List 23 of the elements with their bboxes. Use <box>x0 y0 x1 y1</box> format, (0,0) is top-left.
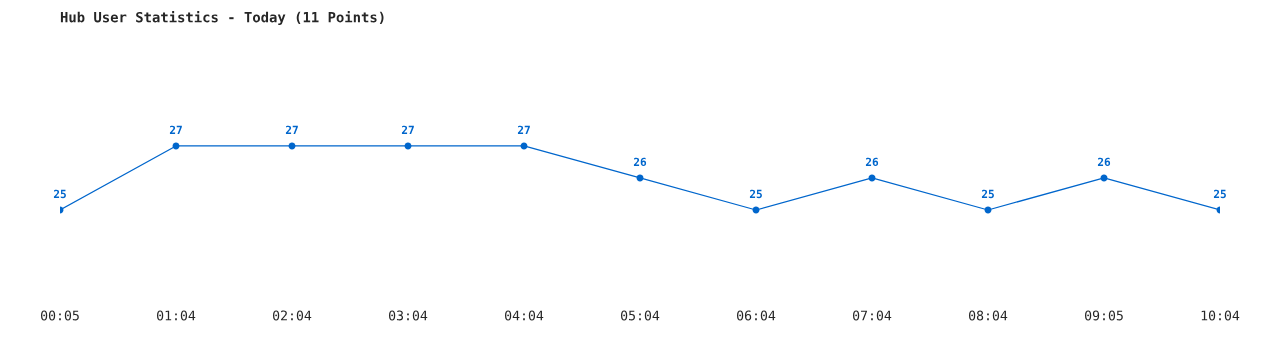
x-tick-label: 10:04 <box>1201 310 1240 321</box>
x-tick-label: 09:05 <box>1085 310 1123 321</box>
data-label: 27 <box>285 125 298 134</box>
x-tick-label: 04:04 <box>505 310 544 321</box>
x-tick-label: 06:04 <box>737 310 776 321</box>
data-label: 26 <box>633 157 647 167</box>
x-tick-label: 02:04 <box>273 310 312 321</box>
data-label: 26 <box>1097 157 1111 167</box>
data-label: 25 <box>53 189 66 199</box>
data-label: 25 <box>981 189 994 199</box>
x-tick-label: 01:04 <box>157 310 196 321</box>
x-tick-label: 08:04 <box>969 310 1008 321</box>
data-label: 26 <box>865 157 879 167</box>
chart-title: Hub User Statistics - Today (11 Points) <box>60 10 384 26</box>
x-tick-label: 00:05 <box>41 310 79 321</box>
x-tick-label: 05:04 <box>621 310 660 321</box>
data-label: 27 <box>169 125 182 134</box>
data-label: 25 <box>1213 189 1226 199</box>
x-tick-label: 03:04 <box>389 310 428 321</box>
data-label: 25 <box>749 189 762 199</box>
data-label: 27 <box>401 125 414 134</box>
x-tick-label: 07:04 <box>853 310 892 321</box>
data-label: 27 <box>517 125 530 134</box>
